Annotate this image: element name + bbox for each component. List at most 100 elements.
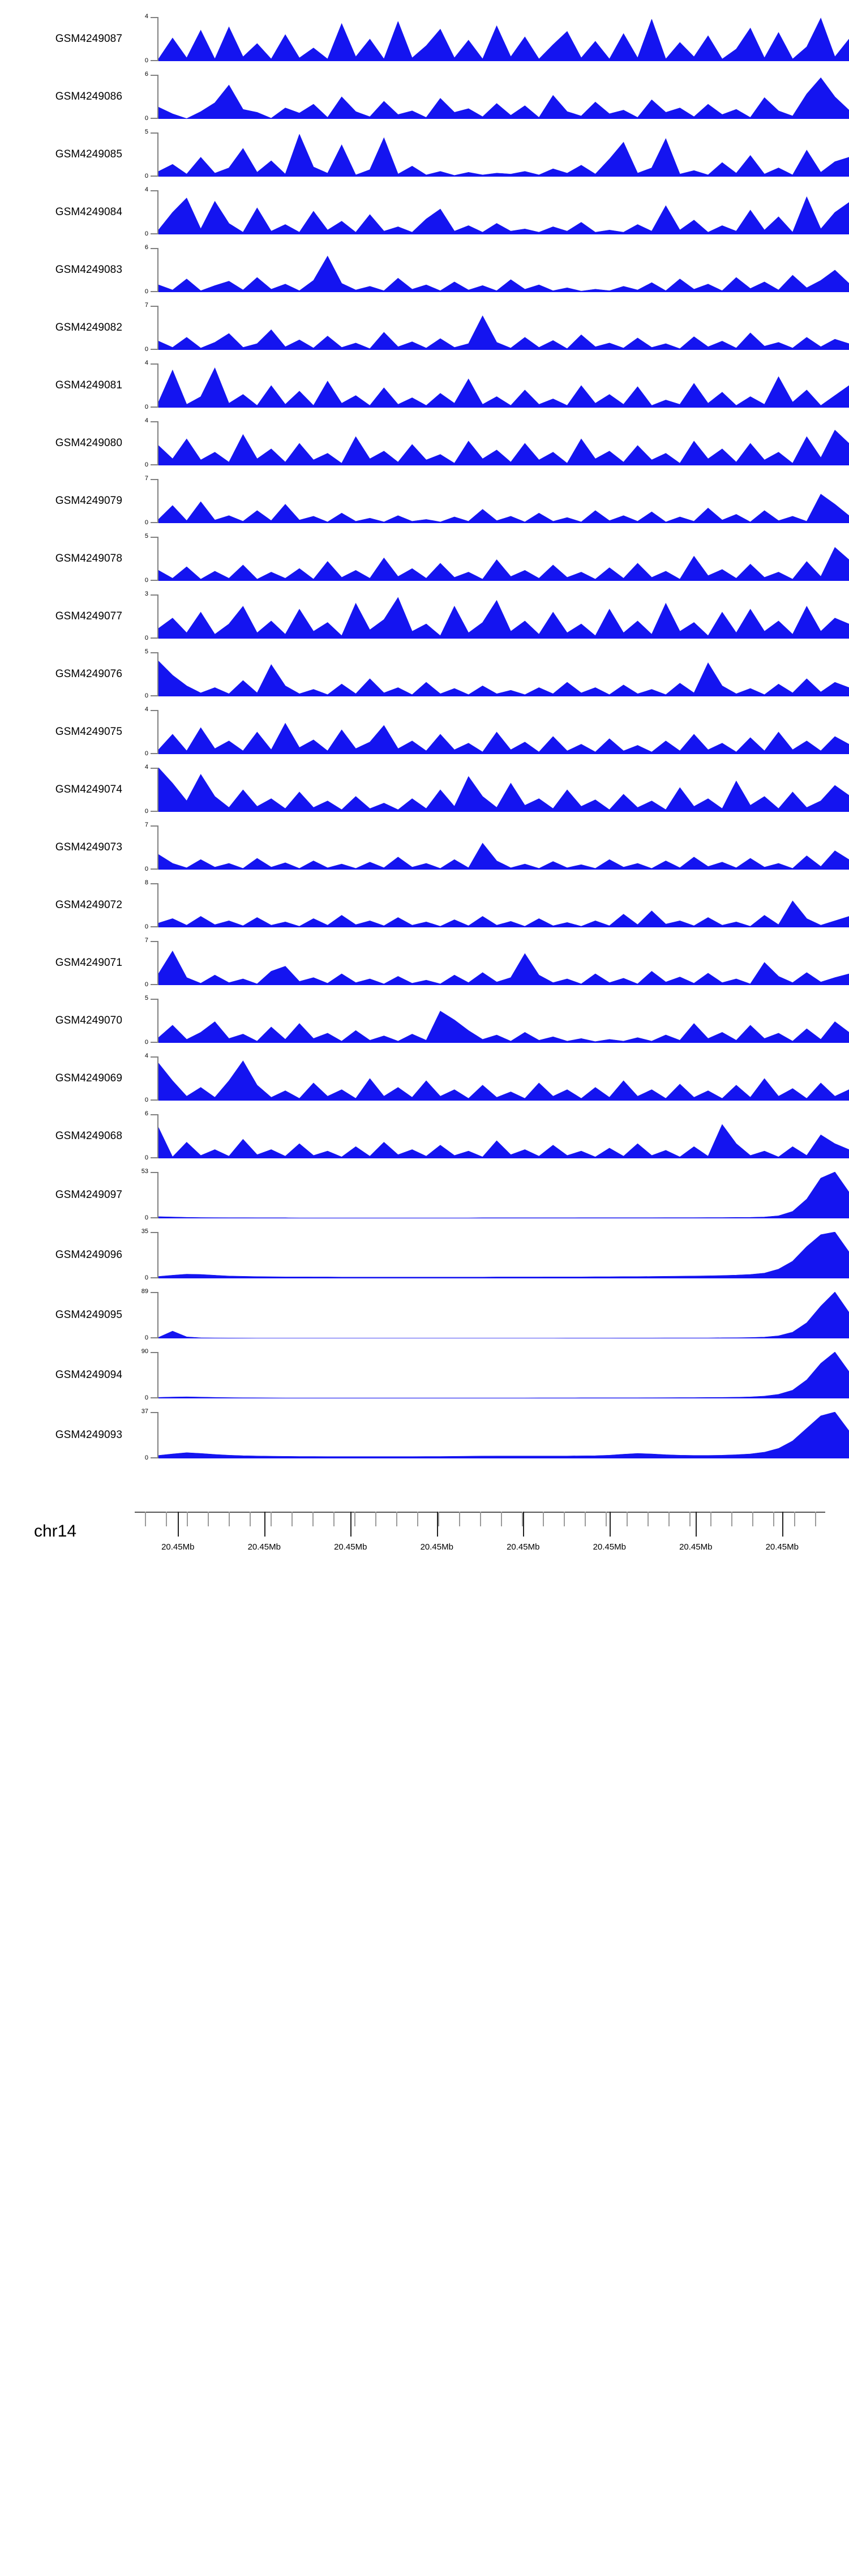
coverage-area-path	[158, 77, 849, 119]
coverage-area-path	[158, 951, 849, 985]
coverage-track[interactable]: GSM4249078 5 0	[0, 533, 849, 584]
coverage-plot-area[interactable]	[158, 710, 849, 754]
coverage-plot-area[interactable]	[158, 1412, 849, 1458]
coverage-plot-area[interactable]	[158, 132, 849, 177]
coverage-area-svg	[158, 1412, 849, 1458]
y-axis-max-value: 5	[144, 648, 148, 655]
coverage-area-svg	[158, 597, 849, 639]
coverage-area-path	[158, 367, 849, 408]
y-axis-min-value: 0	[144, 692, 148, 699]
coverage-track[interactable]: GSM4249086 6 0	[0, 71, 849, 122]
track-sample-label: GSM4249079	[55, 495, 122, 507]
coverage-track[interactable]: GSM4249077 3 0	[0, 591, 849, 641]
genome-axis-minor-tick	[584, 1512, 586, 1526]
coverage-track[interactable]: GSM4249080 4 0	[0, 418, 849, 468]
coverage-plot-area[interactable]	[158, 248, 849, 292]
coverage-track[interactable]: GSM4249083 6 0	[0, 245, 849, 295]
coverage-area-svg	[158, 768, 849, 812]
genome-axis-minor-tick	[563, 1512, 565, 1526]
coverage-plot-area[interactable]	[158, 1056, 849, 1101]
genome-axis-major-tick	[178, 1512, 179, 1537]
coverage-track-list: GSM4249087 4 0 GSM4249086 6 0 GSM4249085 5 0 GSM4…	[0, 14, 849, 1461]
coverage-track[interactable]: GSM4249094 90 0	[0, 1349, 849, 1401]
track-spacer	[0, 61, 849, 75]
y-axis-min-value: 0	[144, 808, 148, 815]
coverage-plot-area[interactable]	[158, 1114, 849, 1158]
coverage-plot-area[interactable]	[158, 537, 849, 581]
coverage-track[interactable]: GSM4249095 89 0	[0, 1288, 849, 1341]
y-axis-max-value: 89	[141, 1288, 148, 1295]
coverage-area-svg	[158, 1232, 849, 1278]
coverage-area-svg	[158, 547, 849, 581]
coverage-track[interactable]: GSM4249079 7 0	[0, 476, 849, 526]
coverage-track[interactable]: GSM4249087 4 0	[0, 14, 849, 64]
track-y-axis: 90 0	[135, 1349, 158, 1401]
track-spacer	[0, 985, 849, 999]
y-axis-max-value: 4	[144, 1052, 148, 1059]
coverage-plot-area[interactable]	[158, 479, 849, 523]
coverage-plot-area[interactable]	[158, 1232, 849, 1278]
genome-axis-minor-tick	[291, 1512, 293, 1526]
coverage-track[interactable]: GSM4249097 53 0	[0, 1169, 849, 1221]
coverage-track[interactable]: GSM4249070 5 0	[0, 995, 849, 1046]
coverage-track[interactable]: GSM4249073 7 0	[0, 822, 849, 872]
coverage-plot-area[interactable]	[158, 363, 849, 408]
genome-axis-minor-tick	[459, 1512, 461, 1526]
genome-axis-tick-label: 20.45Mb	[507, 1542, 540, 1552]
y-axis-spine	[157, 479, 158, 523]
coverage-plot-area[interactable]	[158, 1292, 849, 1338]
track-spacer	[0, 292, 849, 306]
coverage-area-svg	[158, 255, 849, 292]
track-spacer	[0, 1218, 849, 1232]
coverage-plot-area[interactable]	[158, 594, 849, 639]
coverage-track[interactable]: GSM4249074 4 0	[0, 764, 849, 815]
y-axis-spine	[157, 768, 158, 812]
coverage-plot-area[interactable]	[158, 1352, 849, 1398]
coverage-plot-area[interactable]	[158, 652, 849, 696]
y-axis-min-value: 0	[144, 1039, 148, 1046]
coverage-track[interactable]: GSM4249084 4 0	[0, 187, 849, 237]
coverage-track[interactable]: GSM4249082 7 0	[0, 302, 849, 353]
track-spacer	[0, 639, 849, 652]
coverage-plot-area[interactable]	[158, 75, 849, 119]
coverage-plot-area[interactable]	[158, 306, 849, 350]
track-sample-label: GSM4249069	[55, 1072, 122, 1084]
coverage-plot-area[interactable]	[158, 941, 849, 985]
coverage-track[interactable]: GSM4249076 5 0	[0, 648, 849, 699]
coverage-track[interactable]: GSM4249075 4 0	[0, 707, 849, 757]
track-spacer	[0, 754, 849, 768]
coverage-track[interactable]: GSM4249093 37 0	[0, 1409, 849, 1461]
coverage-plot-area[interactable]	[158, 190, 849, 234]
y-axis-tick-min	[151, 233, 158, 234]
coverage-plot-area[interactable]	[158, 883, 849, 927]
coverage-plot-area[interactable]	[158, 1172, 849, 1218]
coverage-track[interactable]: GSM4249068 6 0	[0, 1111, 849, 1161]
coverage-track[interactable]: GSM4249096 35 0	[0, 1229, 849, 1281]
y-axis-tick-max	[151, 652, 158, 653]
track-spacer	[0, 234, 849, 248]
genome-axis-major-tick	[782, 1512, 783, 1537]
coverage-plot-area[interactable]	[158, 999, 849, 1043]
coverage-track[interactable]: GSM4249072 8 0	[0, 880, 849, 930]
coverage-track[interactable]: GSM4249071 7 0	[0, 938, 849, 988]
coverage-track[interactable]: GSM4249085 5 0	[0, 129, 849, 179]
coverage-plot-area[interactable]	[158, 825, 849, 870]
y-axis-tick-max	[151, 1172, 158, 1173]
coverage-plot-area[interactable]	[158, 421, 849, 465]
track-y-axis: 53 0	[135, 1169, 158, 1221]
y-axis-tick-min	[151, 984, 158, 985]
genome-axis-minor-tick	[375, 1512, 377, 1526]
coverage-plot-area[interactable]	[158, 768, 849, 812]
y-axis-spine	[157, 1412, 158, 1458]
coverage-area-path	[158, 768, 849, 812]
coverage-track[interactable]: GSM4249081 4 0	[0, 360, 849, 410]
track-sample-label: GSM4249073	[55, 841, 122, 853]
y-axis-tick-min	[151, 1337, 158, 1338]
y-axis-spine	[157, 825, 158, 870]
coverage-plot-area[interactable]	[158, 17, 849, 61]
coverage-area-path	[158, 1172, 849, 1218]
coverage-track[interactable]: GSM4249069 4 0	[0, 1052, 849, 1103]
y-axis-spine	[157, 1172, 158, 1218]
